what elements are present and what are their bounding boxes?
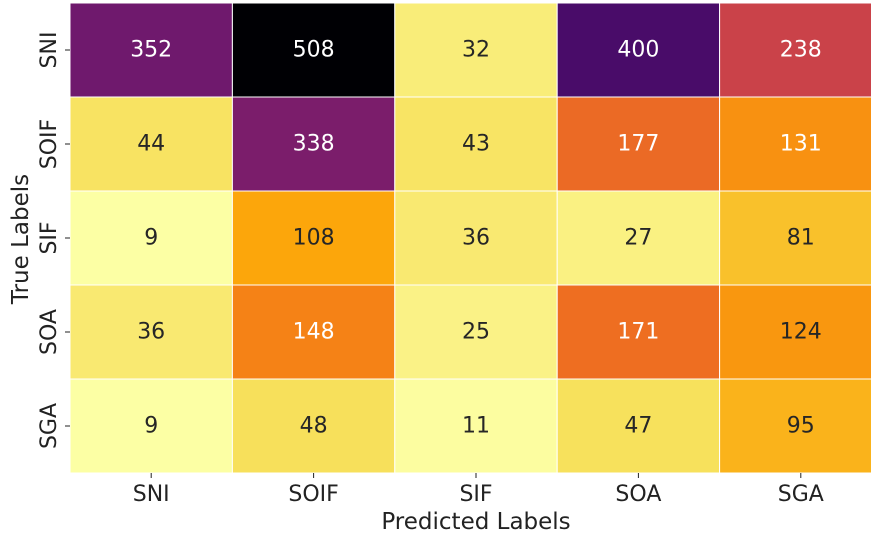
cell-value-sni-sni: 352 [130,38,172,63]
cell-value-soa-soif: 148 [293,320,335,345]
x-tick-label-soa: SOA [615,482,661,507]
cell-value-soa-soa: 171 [617,320,659,345]
heatmap-cell-soif-sif [394,96,558,192]
cell-value-sni-soa: 400 [617,38,659,63]
y-axis-ticks: SNI SOIF SIF SOA SGA [37,32,70,449]
x-tick-label-sga: SGA [778,482,824,507]
cell-value-sga-sif: 11 [462,414,490,439]
heatmap-cell-sni-soif [231,2,396,98]
cell-value-sif-soa: 27 [624,226,652,251]
y-axis-label: True Labels [8,174,34,305]
heatmap-cell-soif-soif [231,96,396,192]
heatmap-cell-soa-sif [394,284,558,380]
cell-value-sif-sni: 9 [144,226,158,251]
heatmap-cell-sni-soa [556,2,721,98]
heatmap-cell-sif-sif [394,190,558,286]
y-tick-label-sif: SIF [37,221,62,254]
x-axis-label: Predicted Labels [381,509,570,535]
cell-value-sni-sif: 32 [462,38,490,63]
heatmap-cell-soa-soa [556,284,721,380]
cell-value-soa-sga: 124 [780,320,822,345]
cell-value-soa-sif: 25 [462,320,490,345]
cell-value-sif-sga: 81 [787,226,815,251]
cell-value-soif-sif: 43 [462,132,490,157]
heatmap-cell-sga-sni [69,378,233,474]
cell-value-soif-sni: 44 [137,132,165,157]
y-tick-label-soif: SOIF [37,119,62,169]
cell-value-soif-soif: 338 [293,132,335,157]
cell-value-soif-soa: 177 [617,132,659,157]
cell-value-sga-sni: 9 [144,414,158,439]
heatmap-cell-soa-sga [719,284,871,380]
y-tick-label-soa: SOA [37,309,62,355]
y-tick-label-sga: SGA [37,403,62,449]
heatmap-cell-sni-sga [719,2,871,98]
cell-value-sga-soa: 47 [624,414,652,439]
heatmap-cell-sni-sif [394,2,558,98]
y-tick-label-sni: SNI [37,32,62,69]
heatmap-cell-sga-sif [394,378,558,474]
heatmap-cell-sif-soa [556,190,721,286]
cell-value-sni-soif: 508 [293,38,335,63]
heatmap-cell-soif-sga [719,96,871,192]
cell-value-sga-sga: 95 [787,414,815,439]
x-axis-ticks: SNI SOIF SIF SOA SGA [133,473,824,507]
x-tick-label-sif: SIF [459,482,492,507]
heatmap-cell-sga-soa [556,378,721,474]
cell-value-soif-sga: 131 [780,132,822,157]
x-tick-label-soif: SOIF [288,482,338,507]
cell-value-sif-soif: 108 [293,226,335,251]
cell-value-sif-sif: 36 [462,226,490,251]
heatmap-cell-labels: 352 508 32 400 238 44 338 43 177 131 9 108 36 27 81 36 1… [130,38,822,439]
heatmap-cells [69,2,871,474]
heatmap-cell-sni-sni [69,2,233,98]
cell-value-sni-sga: 238 [780,38,822,63]
heatmap-cell-soa-soif [231,284,396,380]
heatmap-cell-sga-sga [719,378,871,474]
heatmap-cell-sga-soif [231,378,396,474]
cell-value-soa-sni: 36 [137,320,165,345]
x-tick-label-sni: SNI [133,482,170,507]
heatmap-cell-sif-sga [719,190,871,286]
cell-value-sga-soif: 48 [300,414,328,439]
